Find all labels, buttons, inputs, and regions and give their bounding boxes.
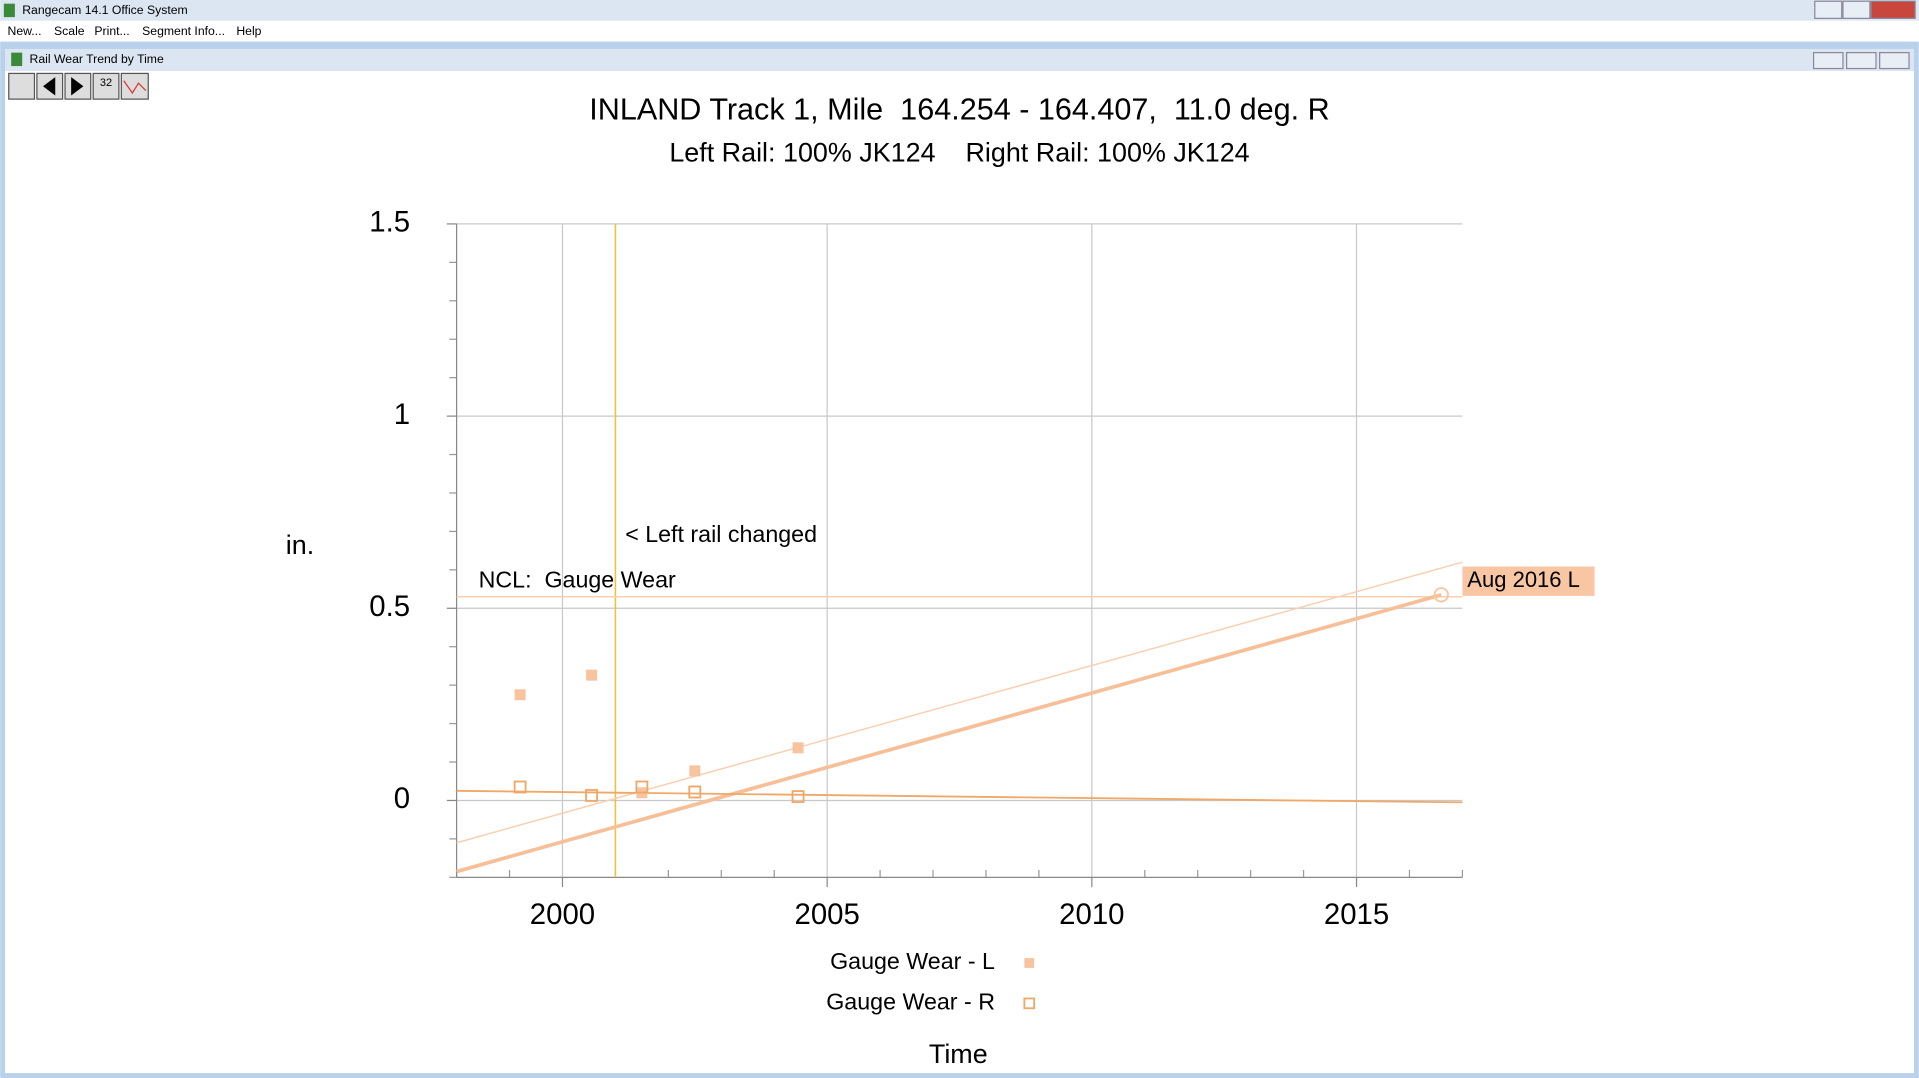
trend-line [456,561,1463,844]
child-maximize[interactable] [1846,52,1877,70]
x-tick-label: 2000 [530,898,595,931]
y-tick-label: 1 [394,398,410,431]
y-axis-label: in. [286,530,314,560]
menu-bar [0,20,1919,42]
menu-item[interactable]: Print... [94,24,129,38]
child-titlebar [5,48,1914,71]
client-area [5,70,1914,1074]
child-close[interactable] [1879,52,1910,70]
callout-label: Aug 2016 L [1467,567,1580,592]
marker-filled [689,765,701,777]
y-tick-label: 0 [394,782,410,815]
close[interactable] [1870,0,1916,19]
maximize[interactable] [1842,0,1871,19]
chart-button[interactable] [120,72,149,100]
legend-marker [1023,997,1036,1010]
marker-filled [792,742,804,754]
menu-item[interactable]: New... [8,24,42,38]
chart-title: INLAND Track 1, Mile 164.254 - 164.407, … [589,92,1330,126]
child-title: Rail Wear Trend by Time [30,52,164,66]
trend-line [456,593,1442,874]
legend-label: Gauge Wear - R [826,989,995,1015]
x-tick-label: 2005 [794,898,859,931]
window-controls [1814,0,1916,19]
app-title: Rangecam 14.1 Office System [22,3,187,17]
chart-icon [123,80,147,95]
x-tick-label: 2015 [1324,898,1389,931]
next-icon [71,77,84,96]
marker-open [688,785,702,799]
marker-filled [586,669,598,681]
ncl-label: NCL: Gauge Wear [479,566,676,592]
x-axis-label: Time [929,1039,988,1069]
marker-open [513,780,527,794]
app-titlebar [0,0,1919,21]
legend-marker [1024,958,1035,968]
toolbar: 32 [8,72,149,100]
print-button[interactable] [8,72,36,100]
marker-open [635,780,649,794]
child-icon [11,52,23,67]
scale-button[interactable] [92,72,120,100]
chart-subtitle: Left Rail: 100% JK124 Right Rail: 100% J… [669,137,1249,167]
marker-open [585,789,599,802]
toolbar-label: 32 [100,77,112,89]
menu-item[interactable]: Scale [54,24,85,38]
menu-item[interactable]: Segment Info... [142,24,225,38]
trend-line [456,789,1463,804]
prev-icon [43,77,56,96]
minimize[interactable] [1814,0,1843,19]
callout-box [1462,566,1595,596]
callout-point [1433,587,1449,603]
child-minimize[interactable] [1812,52,1844,70]
y-tick-label: 0.5 [369,590,410,623]
menu-item[interactable]: Help [236,24,261,38]
rail-change-label: < Left rail changed [625,521,817,547]
marker-filled [514,689,526,701]
legend-label: Gauge Wear - L [830,948,995,974]
y-tick-label: 1.5 [369,206,410,239]
menu: New... Scale Print... Segment Info... Help [8,24,262,38]
x-tick-label: 2010 [1059,898,1124,931]
child-controls [1812,52,1910,70]
app-icon [3,3,15,18]
marker-open [791,790,805,804]
